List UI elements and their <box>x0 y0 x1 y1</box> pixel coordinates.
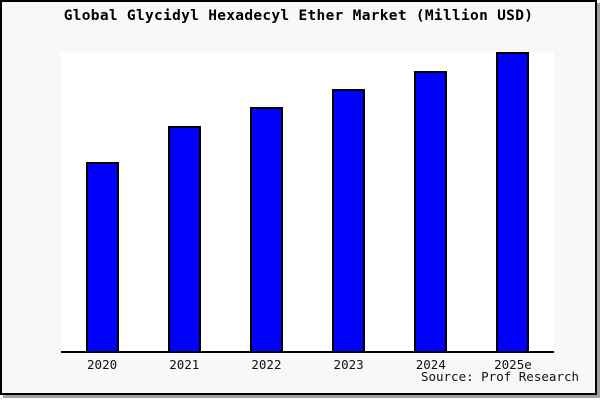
bar-slot-2025e <box>472 52 554 351</box>
bar-2024 <box>414 71 448 351</box>
bar-2023 <box>332 89 366 351</box>
bar-2025e <box>496 52 530 351</box>
bar-slot-2023 <box>308 52 390 351</box>
bars-container <box>61 52 554 351</box>
bar-2020 <box>85 162 119 351</box>
x-tick-label-2025e: 2025e <box>494 357 532 372</box>
bar-slot-2024 <box>390 52 472 351</box>
bar-2021 <box>167 126 201 351</box>
bar-slot-2022 <box>225 52 307 351</box>
bar-slot-2021 <box>143 52 225 351</box>
chart-title: Global Glycidyl Hexadecyl Ether Market (… <box>63 8 534 24</box>
x-tick-label-2022: 2022 <box>251 357 282 372</box>
bar-slot-2020 <box>61 52 143 351</box>
plot-area <box>61 52 554 353</box>
x-axis-labels: 2020 2021 2022 2023 2024 2025e <box>61 357 554 372</box>
bar-2022 <box>249 107 283 351</box>
x-tick-label-2024: 2024 <box>415 357 446 372</box>
x-tick-label-2021: 2021 <box>169 357 200 372</box>
source-credit: Source: Prof Research <box>420 369 579 384</box>
x-tick-label-2023: 2023 <box>333 357 364 372</box>
x-tick-label-2020: 2020 <box>87 357 118 372</box>
